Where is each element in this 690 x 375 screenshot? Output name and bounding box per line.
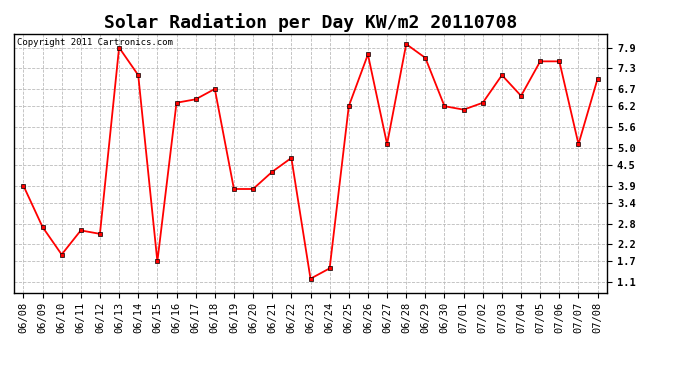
Text: Copyright 2011 Cartronics.com: Copyright 2011 Cartronics.com: [17, 38, 172, 46]
Title: Solar Radiation per Day KW/m2 20110708: Solar Radiation per Day KW/m2 20110708: [104, 13, 517, 32]
